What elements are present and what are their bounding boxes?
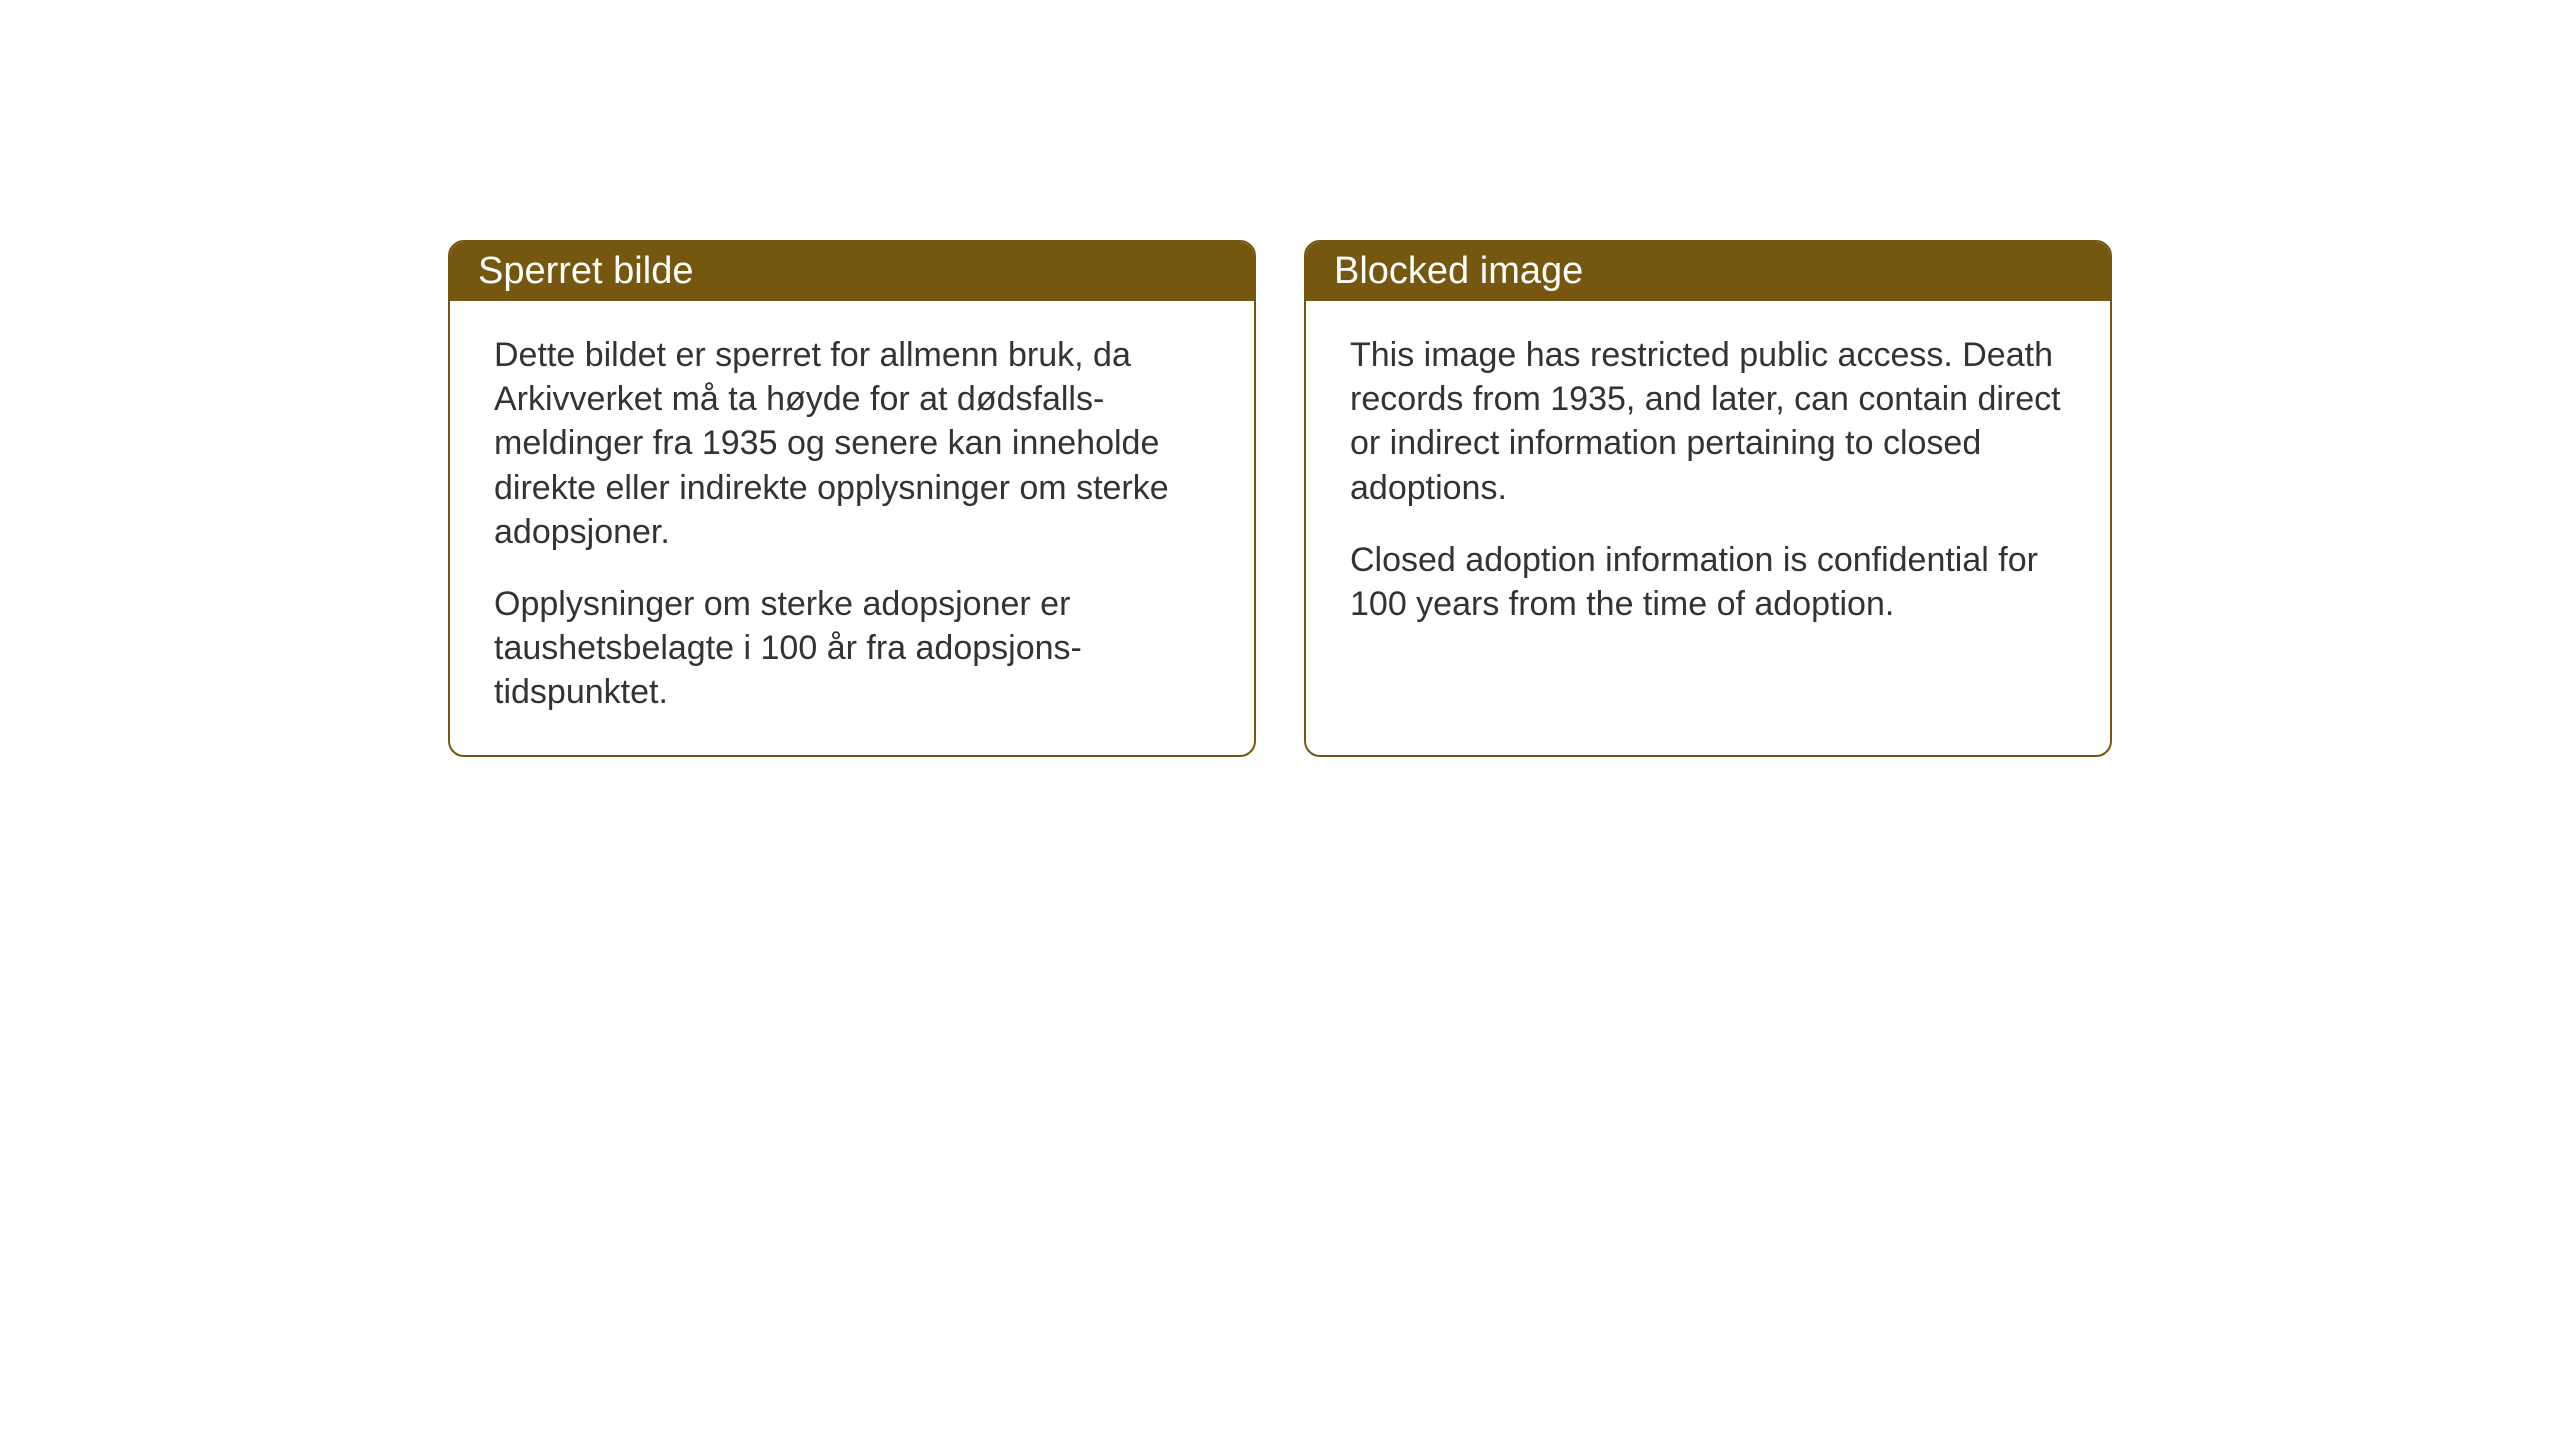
card-paragraph: Dette bildet er sperret for allmenn bruk… [494, 333, 1210, 554]
card-title: Sperret bilde [478, 250, 693, 292]
cards-container: Sperret bilde Dette bildet er sperret fo… [448, 240, 2112, 757]
card-paragraph: Closed adoption information is confident… [1350, 538, 2066, 626]
card-paragraph: Opplysninger om sterke adopsjoner er tau… [494, 582, 1210, 715]
card-paragraph: This image has restricted public access.… [1350, 333, 2066, 510]
card-body-english: This image has restricted public access.… [1306, 301, 2110, 666]
card-body-norwegian: Dette bildet er sperret for allmenn bruk… [450, 301, 1254, 755]
card-english: Blocked image This image has restricted … [1304, 240, 2112, 757]
card-title: Blocked image [1334, 250, 1583, 292]
card-header-english: Blocked image [1306, 242, 2110, 301]
card-norwegian: Sperret bilde Dette bildet er sperret fo… [448, 240, 1256, 757]
card-header-norwegian: Sperret bilde [450, 242, 1254, 301]
